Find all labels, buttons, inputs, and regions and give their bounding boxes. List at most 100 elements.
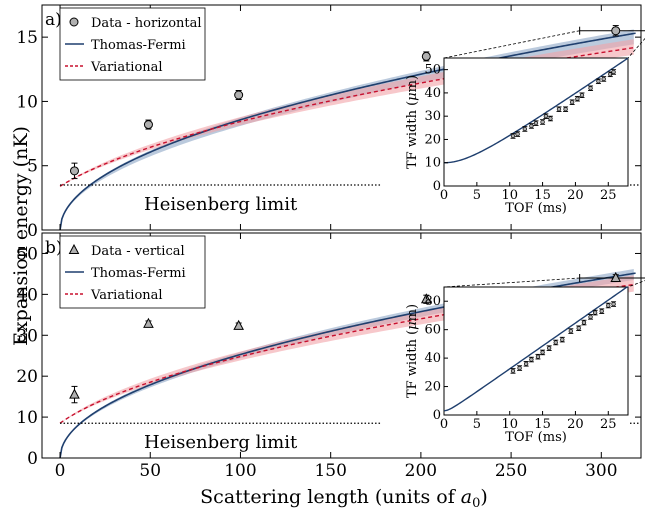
inset-data-marker (553, 340, 558, 345)
data-marker (233, 319, 244, 330)
inset-data-marker (522, 126, 527, 132)
inset-x-tick-label: 15 (534, 188, 551, 203)
legend-label: Thomas-Fermi (91, 38, 186, 53)
inset-y-tick-label: 0 (433, 408, 441, 423)
inset-y-tick-label: 10 (424, 156, 441, 171)
inset-data-point (522, 126, 528, 132)
inset-data-point (546, 345, 552, 351)
data-point (143, 317, 154, 328)
inset-x-tick-label: 10 (501, 188, 518, 203)
inset-y-tick-label: 30 (424, 109, 441, 124)
inset-data-point (588, 314, 594, 320)
inset-connector (443, 30, 580, 59)
data-marker (69, 388, 80, 399)
inset-data-marker (543, 114, 549, 119)
legend-box (59, 235, 206, 309)
inset-data-marker (546, 346, 552, 351)
inset-data-marker (563, 107, 568, 112)
inset-y-label: TF width (μm) (405, 304, 420, 398)
inset-data-point (607, 71, 613, 78)
inset-data-point (588, 85, 594, 92)
inset-data-point (605, 302, 611, 309)
inset-data-marker (568, 328, 573, 334)
inset-data-marker (588, 86, 593, 91)
y-tick-label: 15 (16, 28, 38, 48)
data-point (69, 385, 80, 404)
inset-data-point (540, 349, 546, 356)
inset-data-point (568, 328, 574, 334)
inset-data-marker (523, 361, 529, 366)
legend-label: Variational (90, 60, 163, 75)
inset-x-tick-label: 25 (600, 188, 617, 203)
y-tick-label: 0 (27, 449, 38, 469)
inset: 0 5 10 15 20 25 0 20 40 60 80 TOF (ms) TF width (μm) (405, 286, 629, 445)
inset-data-marker (517, 365, 522, 371)
inset-data-point (563, 106, 569, 112)
inset: 0 5 10 15 20 25 0 10 20 30 40 50 TOF (ms) TF width (μ… (405, 57, 629, 216)
inset-data-point (579, 92, 585, 98)
axes-frame (41, 232, 642, 459)
panel-label: b) (45, 238, 63, 258)
inset-data-marker (575, 96, 580, 101)
y-axis-label: Expansion energy (nK) (10, 126, 32, 346)
y-tick-label: 5 (27, 157, 38, 177)
y-tick-label: 0 (27, 221, 38, 241)
inset-data-point (547, 115, 553, 122)
axes-frame (41, 4, 642, 231)
inset-data-marker (548, 116, 553, 121)
inset-data-marker (592, 310, 598, 315)
inset-connector (627, 280, 645, 288)
legend-data-icon (69, 17, 79, 27)
inset-data-point (533, 120, 539, 126)
y-tick-label: 20 (16, 367, 38, 387)
inset-data-marker (556, 107, 562, 112)
legend-label: Data - vertical (91, 244, 185, 259)
data-point (69, 162, 79, 180)
y-tick-label: 30 (16, 326, 38, 346)
data-marker (143, 317, 154, 328)
inset-x-label: TOF (ms) (505, 201, 567, 216)
inset-data-marker (579, 93, 585, 98)
legend-label: Variational (90, 288, 163, 303)
legend-box (59, 7, 206, 81)
legend: Data - vertical Thomas-Fermi Variational (59, 235, 206, 309)
data-point (579, 271, 645, 282)
inset-data-marker (611, 301, 616, 307)
inset-data-point (553, 339, 559, 346)
inset-y-tick-label: 20 (424, 132, 441, 147)
inset-x-tick-label: 15 (534, 417, 551, 432)
legend: Data - horizontal Thomas-Fermi Variational (59, 7, 206, 81)
inset-data-point (559, 336, 565, 343)
data-marker (610, 271, 622, 282)
inset-data-point (556, 106, 562, 112)
inset-fit-curve (443, 286, 629, 412)
inset-data-point (517, 365, 523, 371)
inset-data-point (592, 309, 598, 316)
x-tick-label: 300 (585, 461, 617, 481)
data-marker (234, 90, 244, 100)
x-tick-label: 200 (405, 461, 437, 481)
inset-data-point (515, 131, 521, 137)
inset-data-point (574, 95, 580, 102)
inset-data-point (595, 78, 601, 85)
inset-connector (627, 37, 645, 59)
inset-x-tick-label: 20 (567, 417, 584, 432)
inset-data-marker (529, 123, 534, 129)
inset-x-tick-label: 5 (473, 188, 481, 203)
data-point (143, 119, 153, 130)
inset-connector (443, 277, 580, 288)
inset-y-tick-label: 40 (424, 86, 441, 101)
inset-data-marker (588, 314, 593, 320)
inset-data-point (543, 113, 549, 119)
inset-x-tick-label: 5 (473, 417, 481, 432)
data-marker (143, 120, 153, 130)
inset-data-point (540, 119, 546, 125)
inset-data-point (523, 361, 529, 367)
inset-y-tick-label: 40 (424, 351, 441, 366)
inset-y-tick-label: 60 (424, 323, 441, 338)
data-point (233, 319, 244, 330)
inset-data-point (576, 325, 582, 331)
